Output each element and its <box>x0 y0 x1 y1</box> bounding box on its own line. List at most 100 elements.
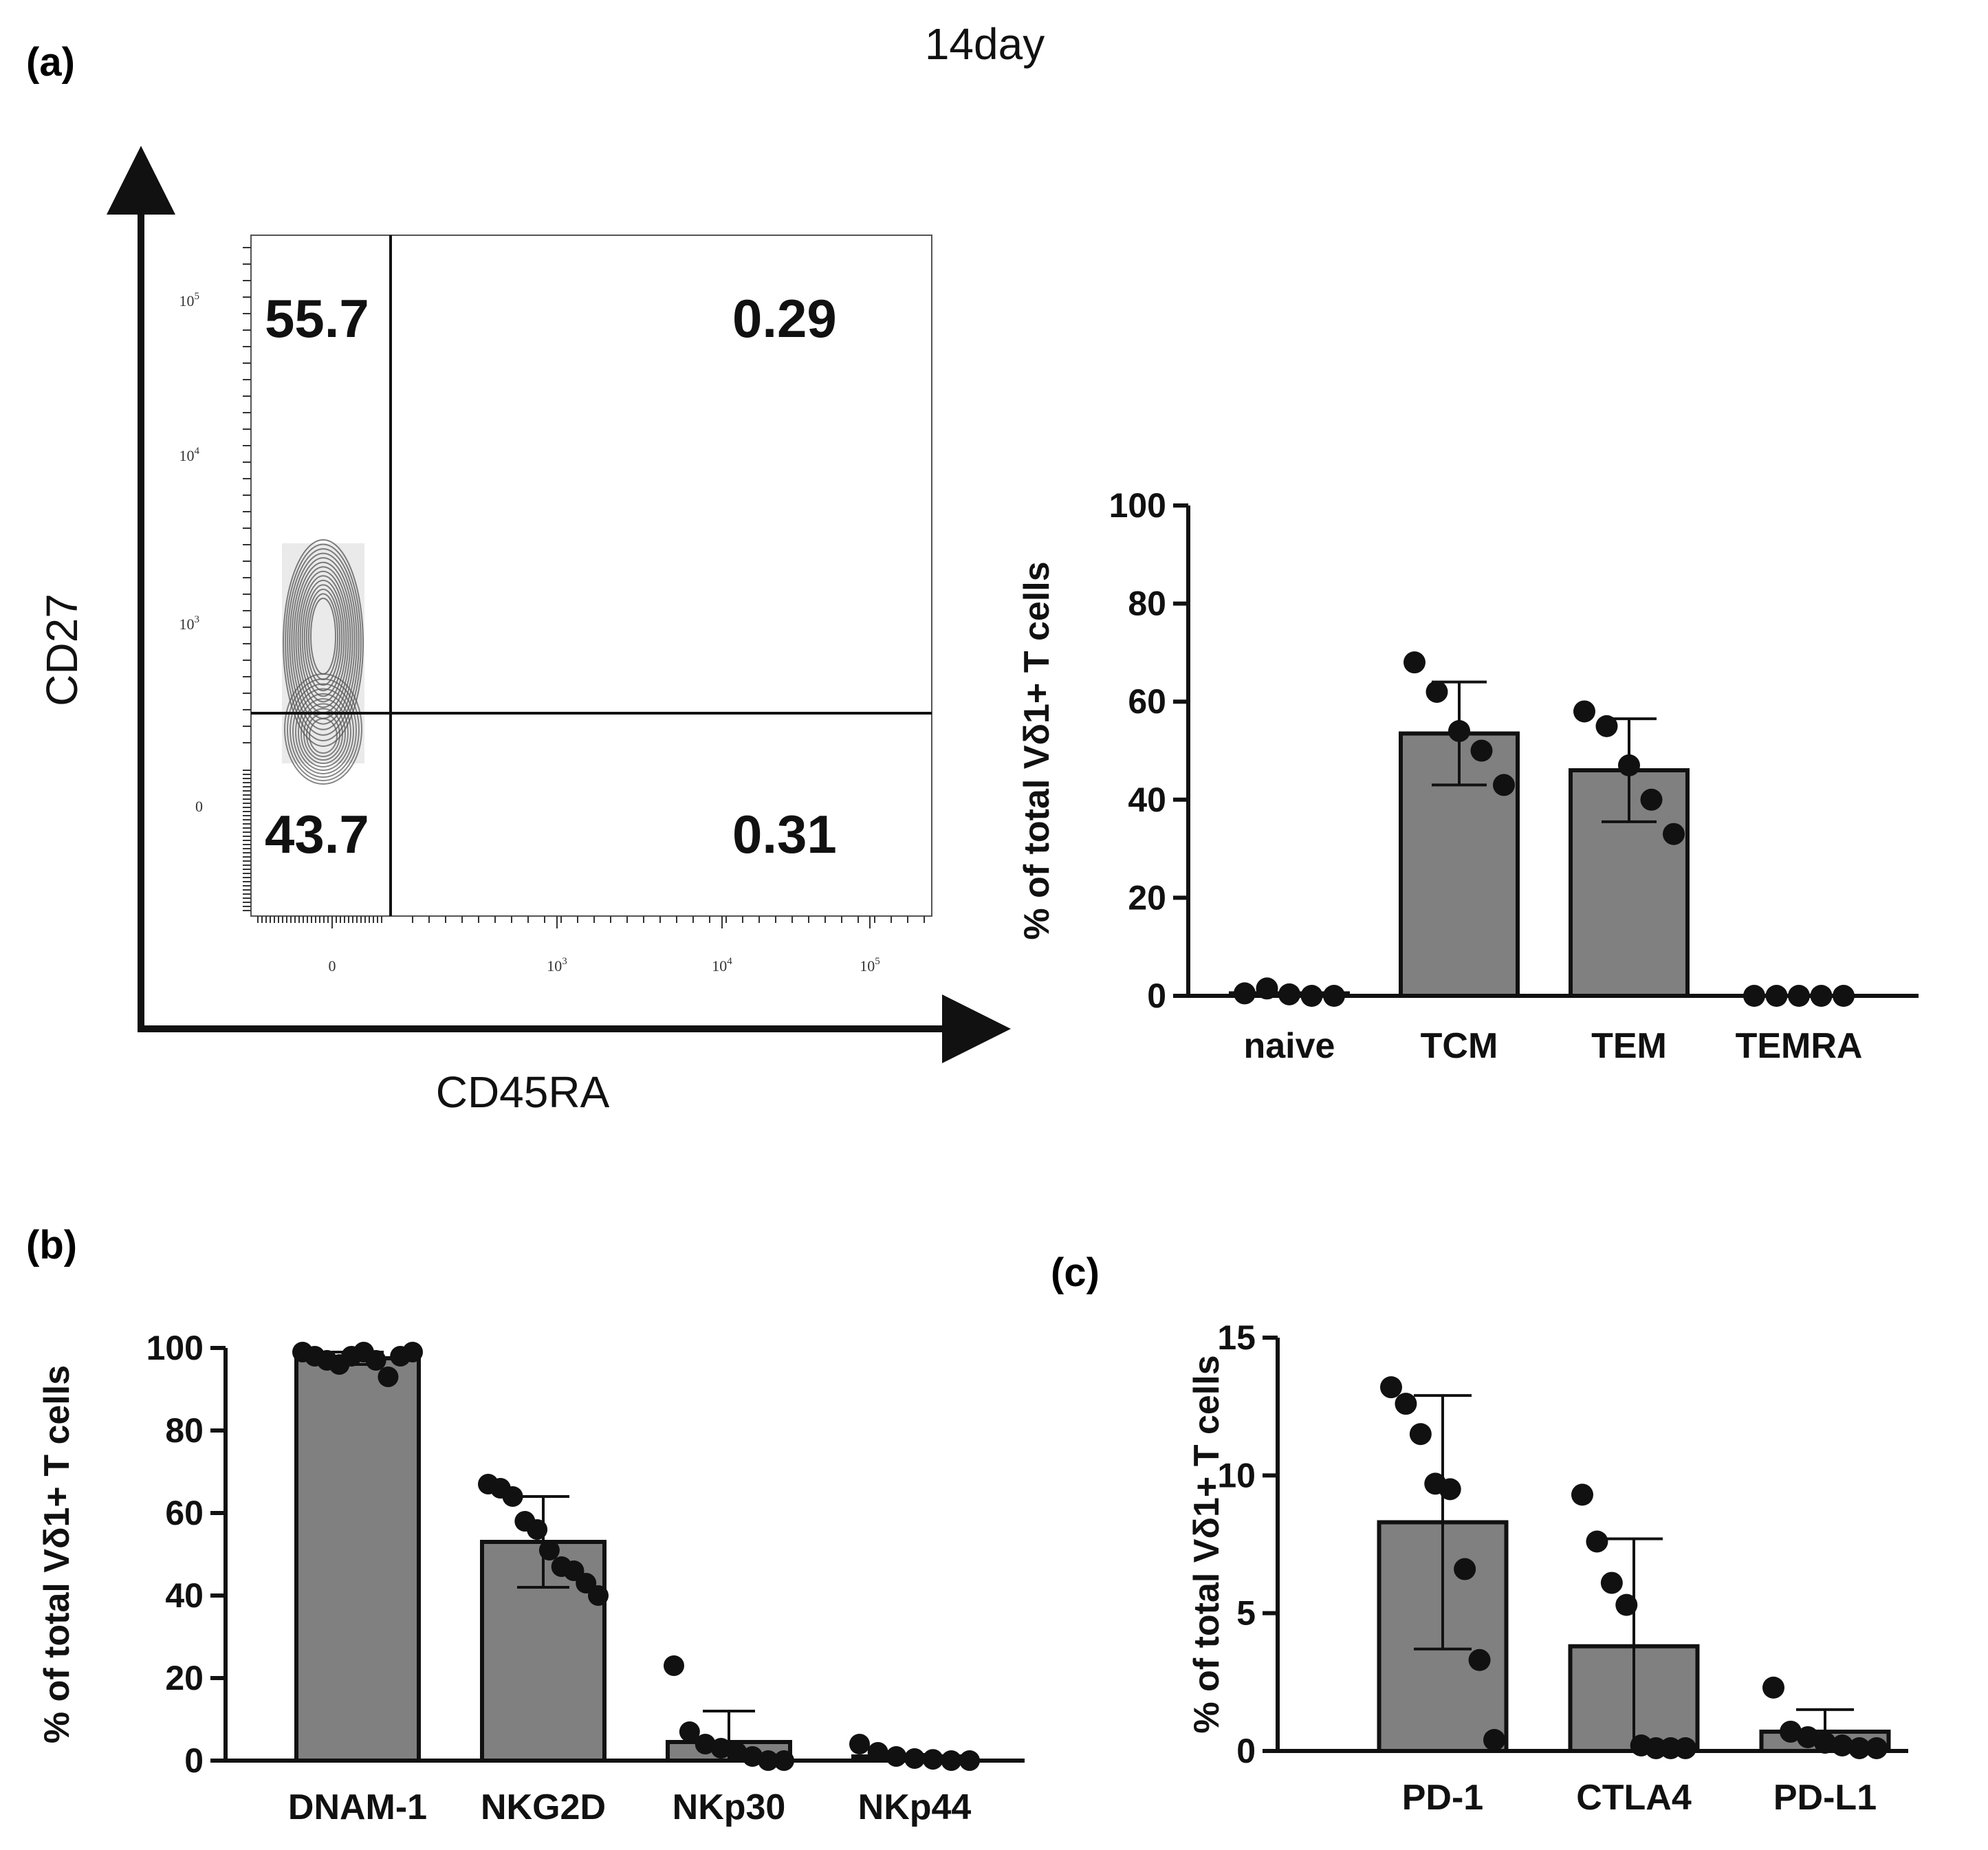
data-point <box>1618 754 1640 776</box>
data-point <box>1762 1676 1784 1699</box>
data-point <box>1866 1737 1888 1759</box>
contour-line <box>301 579 345 697</box>
y-tick-label: 60 <box>1128 682 1166 721</box>
y-axis-title: % of total Vδ1+ T cells <box>1017 561 1057 939</box>
data-point <box>904 1748 925 1769</box>
memory-subset-bar-chart: 0 20 40 60 80 100 naive TCM TEM TEMRA % of total V… <box>1017 486 1919 1066</box>
y-tick-label: 60 <box>165 1494 204 1532</box>
contour-density <box>282 539 364 785</box>
y-tick-label: 20 <box>1128 878 1166 917</box>
y-tick-label: 0 <box>1147 977 1166 1015</box>
data-point <box>886 1746 907 1767</box>
data-point <box>1470 739 1493 762</box>
category-label: NKp30 <box>673 1787 786 1827</box>
category-label: TEMRA <box>1736 1026 1863 1066</box>
data-point <box>1743 985 1765 1007</box>
flow-cytometry-plot: 55.7 0.29 43.7 0.31 0 103 104 105 0 103 … <box>37 146 1011 1117</box>
data-point <box>742 1746 763 1767</box>
data-point <box>1848 1737 1870 1759</box>
data-point <box>1595 715 1618 737</box>
data-point <box>758 1750 779 1771</box>
data-point <box>502 1486 523 1507</box>
data-point <box>1831 1734 1853 1756</box>
y-tick-label: 0 <box>184 1741 204 1780</box>
contour-line <box>287 678 360 781</box>
data-point <box>1483 1728 1505 1751</box>
activating-receptor-bar-chart: 0 20 40 60 80 100 DNAM-1 NKG2D NKp30 NKp44 % of to… <box>37 1329 1025 1827</box>
data-point <box>1573 700 1595 723</box>
data-point <box>1234 982 1256 1005</box>
data-point <box>1278 983 1300 1005</box>
category-label: DNAM-1 <box>288 1787 427 1827</box>
contour-line <box>285 543 362 741</box>
data-point <box>1674 1737 1696 1759</box>
data-point <box>1833 985 1855 1007</box>
category-label: PD-L1 <box>1773 1778 1877 1818</box>
contour-line <box>309 718 338 754</box>
y-tick-label: 40 <box>165 1576 204 1615</box>
flow-x-tick-marks <box>257 916 925 928</box>
data-point <box>1439 1478 1461 1501</box>
contour-line <box>297 570 349 708</box>
data-point <box>1600 1571 1623 1594</box>
figure-title: 14day <box>925 19 1045 69</box>
y-tick-label: 0 <box>1236 1732 1256 1770</box>
data-point <box>1493 774 1515 796</box>
data-point <box>1395 1393 1417 1415</box>
data-point <box>726 1742 747 1763</box>
data-point <box>695 1734 716 1754</box>
data-point <box>1426 680 1448 703</box>
bar <box>294 1356 421 1763</box>
contour-line <box>283 539 364 747</box>
data-point <box>1615 1593 1638 1616</box>
flow-x-axis-title: CD45RA <box>436 1067 610 1117</box>
y-tick-label: 80 <box>165 1411 204 1450</box>
data-point <box>1797 1726 1819 1748</box>
contour-line <box>292 688 354 775</box>
data-point <box>1448 719 1470 742</box>
contour-fill <box>282 543 364 763</box>
data-point <box>867 1742 888 1763</box>
flow-x-tick-1: 103 <box>547 956 567 975</box>
data-point <box>774 1750 794 1771</box>
data-point <box>378 1367 399 1387</box>
category-label: NKG2D <box>481 1787 606 1827</box>
data-point <box>1323 985 1345 1007</box>
y-tick-label: 100 <box>1109 486 1166 525</box>
data-point <box>1409 1423 1432 1446</box>
y-tick-label: 100 <box>146 1329 204 1367</box>
y-axis-title: % of total Vδ1+ T cells <box>37 1365 77 1743</box>
panel-label-b: (b) <box>26 1223 77 1267</box>
data-point <box>1640 788 1663 811</box>
flow-plot-frame <box>250 235 932 917</box>
data-point <box>1788 985 1810 1007</box>
data-point <box>527 1519 548 1540</box>
y-tick-label: 10 <box>1217 1456 1256 1494</box>
data-point <box>1468 1648 1491 1671</box>
contour-line <box>295 693 351 772</box>
inhibitory-receptor-bar-chart: 0 5 10 15 PD-1 CTLA4 PD-L1 % of total Vδ1+ T ce… <box>1187 1318 1908 1818</box>
contour-line <box>287 548 360 736</box>
category-label: CTLA4 <box>1576 1778 1692 1818</box>
data-point <box>402 1342 423 1362</box>
data-point <box>679 1721 700 1742</box>
data-point <box>1300 985 1323 1007</box>
data-point <box>1814 1731 1836 1754</box>
data-point <box>1454 1558 1476 1580</box>
flow-x-tick-2: 104 <box>712 956 732 975</box>
data-point <box>365 1350 386 1371</box>
flow-x-tick-3: 105 <box>860 956 880 975</box>
flow-y-tick-marks <box>243 247 251 911</box>
y-axis-title: % of total Vδ1+ T cells <box>1187 1355 1227 1733</box>
contour-line <box>298 698 349 768</box>
quadrant-lower-left: 43.7 <box>265 804 369 864</box>
panel-label-c: (c) <box>1051 1250 1100 1295</box>
y-tick-label: 40 <box>1128 781 1166 819</box>
data-point <box>664 1655 684 1676</box>
contour-line <box>303 584 343 692</box>
y-tick-label: 15 <box>1217 1318 1256 1357</box>
contour-line <box>291 557 356 725</box>
y-tick-label: 5 <box>1236 1594 1256 1633</box>
contour-line <box>284 673 362 785</box>
